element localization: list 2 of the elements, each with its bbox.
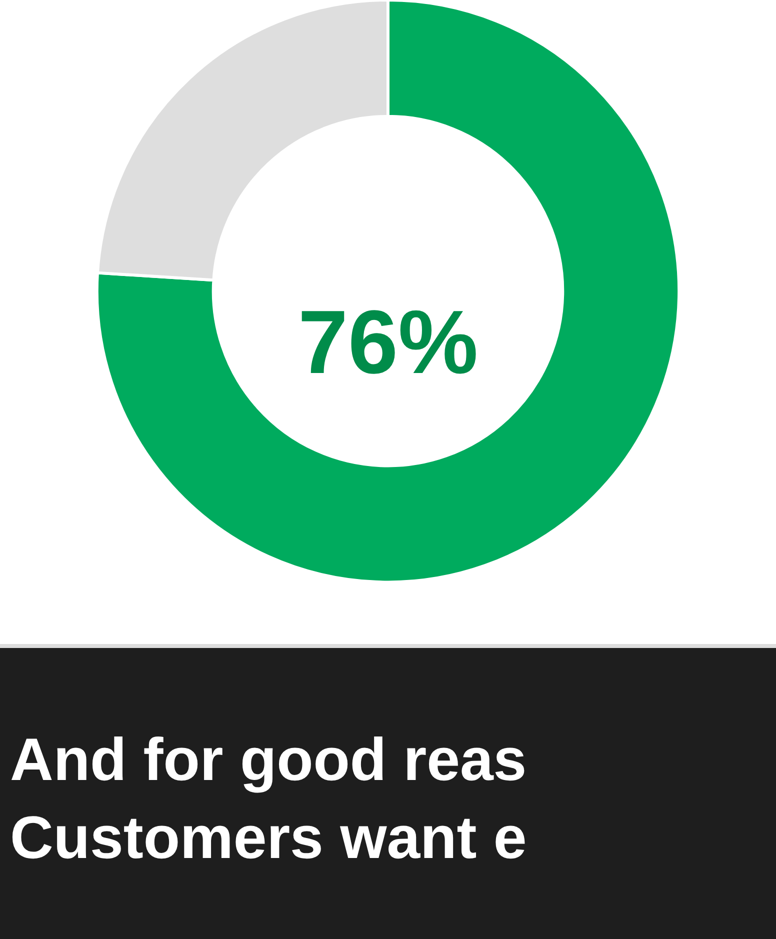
- text: And for good reas Customers want e: [10, 726, 527, 871]
- text: 76%: [298, 293, 478, 393]
